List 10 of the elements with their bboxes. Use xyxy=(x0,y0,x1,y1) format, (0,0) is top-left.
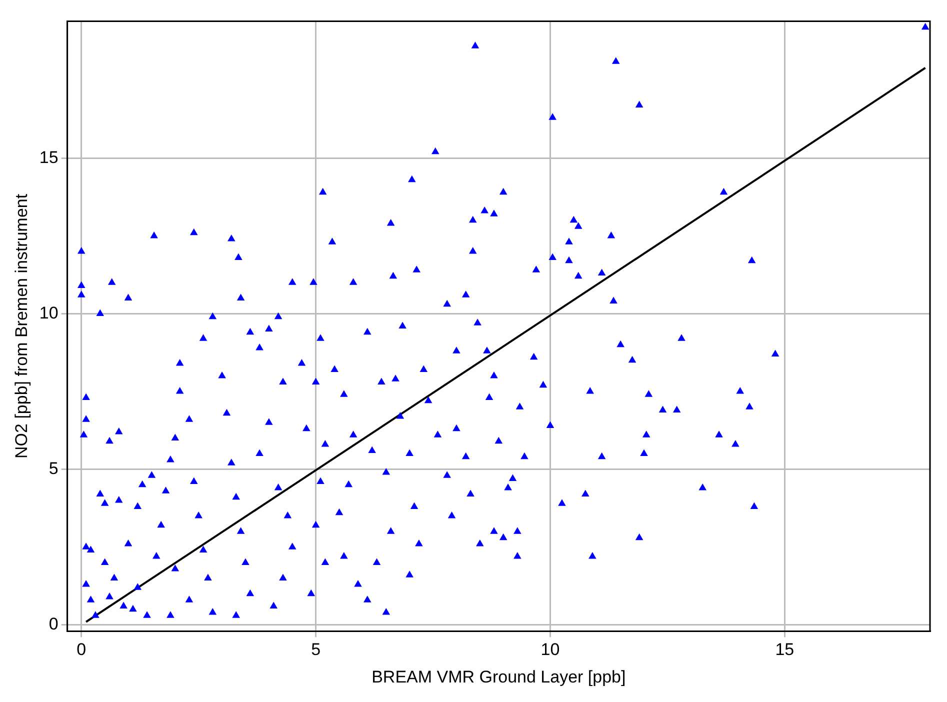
y-tick-label: 0 xyxy=(48,614,58,634)
x-tick-label: 15 xyxy=(775,640,794,660)
x-tick-label: 10 xyxy=(540,640,560,660)
y-axis-title: NO2 [ppb] from Bremen instrument xyxy=(12,194,31,458)
x-axis-title: BREAM VMR Ground Layer [ppb] xyxy=(372,667,626,686)
y-tick-label: 5 xyxy=(48,459,58,478)
y-tick-label: 15 xyxy=(39,148,58,167)
x-tick-label: 0 xyxy=(76,640,86,660)
x-tick-label: 5 xyxy=(311,640,321,660)
y-tick-label: 10 xyxy=(39,303,58,322)
